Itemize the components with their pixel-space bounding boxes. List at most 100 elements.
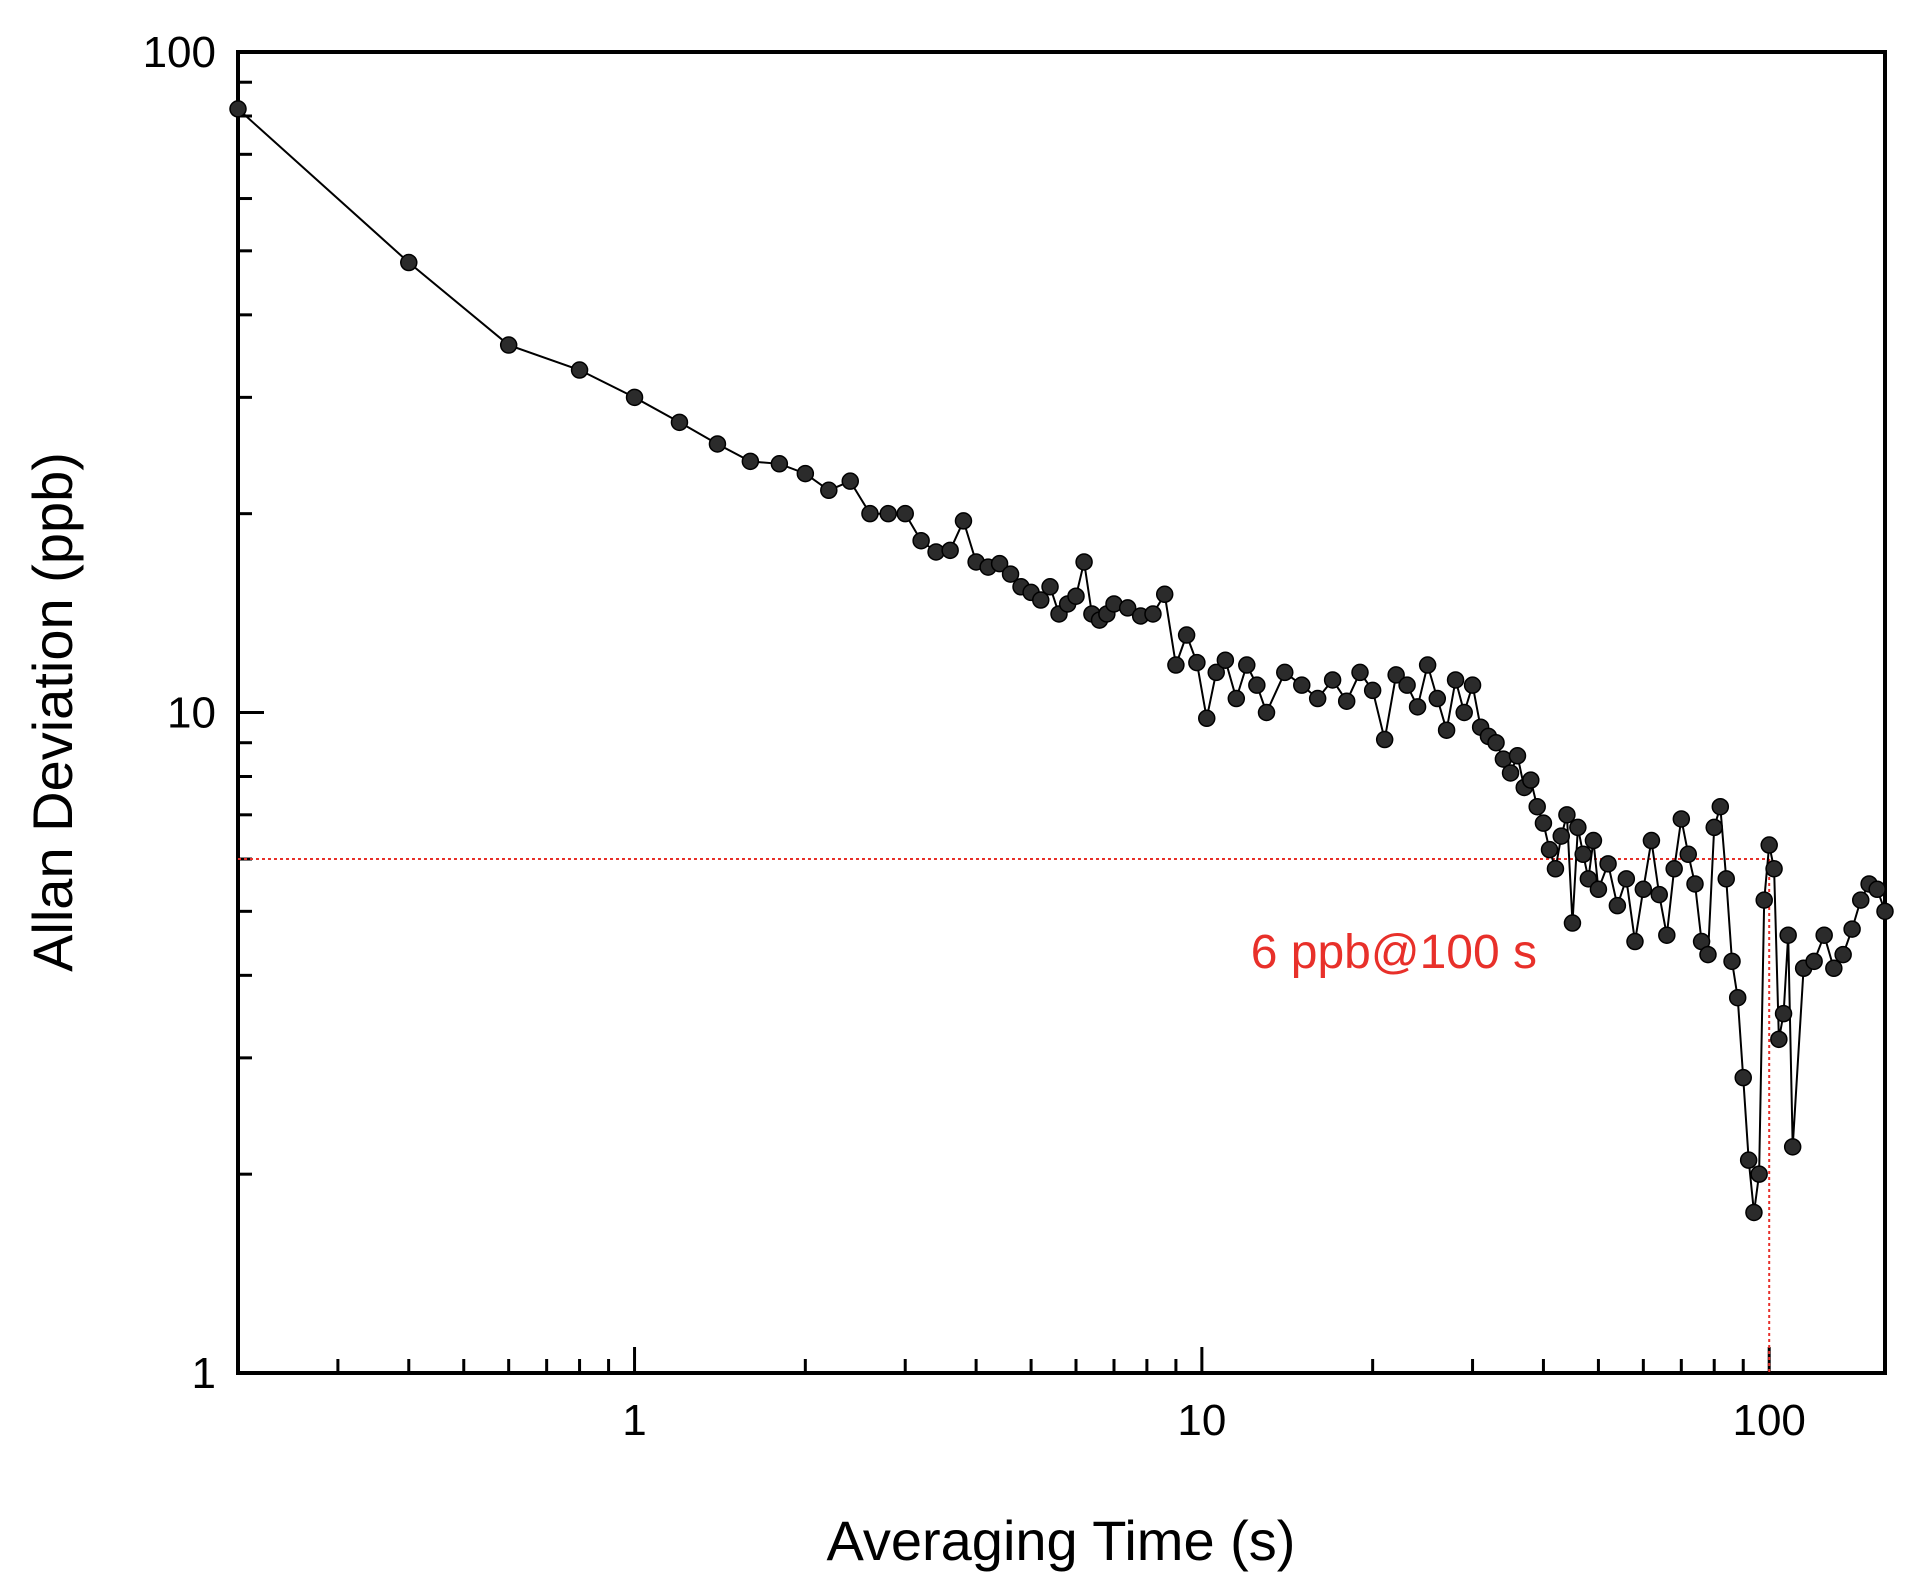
data-point <box>1579 870 1598 888</box>
y-axis-ticks: 1 10 100 <box>143 28 264 1398</box>
data-point <box>896 504 914 523</box>
data-point <box>1783 1138 1802 1156</box>
y-tick-label: 1 <box>192 1349 216 1398</box>
data-point <box>912 531 930 550</box>
data-point <box>1739 1151 1758 1169</box>
data-point <box>741 452 760 471</box>
data-point <box>1665 860 1683 878</box>
data-point <box>625 388 644 407</box>
data-point <box>1248 676 1266 694</box>
data-point <box>1238 656 1256 674</box>
data-point <box>1723 952 1741 971</box>
series-connecting-line <box>237 108 1886 1213</box>
data-point <box>1418 656 1437 674</box>
data-point <box>1805 952 1823 971</box>
plot-frame <box>236 50 1887 1375</box>
y-tick-label: 100 <box>143 28 216 77</box>
data-point <box>1642 831 1661 850</box>
data-point <box>670 413 689 432</box>
data-point <box>1216 651 1235 669</box>
data-point <box>1679 845 1698 864</box>
data-point <box>1293 676 1311 694</box>
data-point <box>1779 926 1797 944</box>
data-point <box>400 253 418 272</box>
data-point <box>1041 578 1059 596</box>
series-markers <box>229 100 1894 1222</box>
data-point <box>861 504 879 523</box>
data-point <box>1197 709 1216 728</box>
data-point <box>1672 810 1691 828</box>
data-point <box>1734 1068 1752 1087</box>
data-point <box>954 512 973 530</box>
data-point <box>1408 698 1427 716</box>
series-line <box>237 108 1886 1213</box>
data-point <box>499 336 518 354</box>
data-point <box>1589 880 1608 899</box>
data-point <box>770 455 789 473</box>
data-point <box>941 541 959 560</box>
data-point <box>1728 988 1747 1007</box>
data-point <box>1599 855 1617 873</box>
data-point <box>1608 896 1627 915</box>
data-point <box>1546 860 1565 878</box>
data-point <box>1118 599 1137 617</box>
data-point <box>570 361 589 379</box>
data-point <box>1843 920 1861 938</box>
data-point <box>1257 703 1276 722</box>
data-point <box>1825 959 1843 978</box>
data-point <box>1508 747 1527 765</box>
data-point <box>1650 885 1668 904</box>
data-point <box>1144 605 1162 623</box>
data-point <box>1501 764 1520 782</box>
data-point <box>1584 831 1603 850</box>
data-point <box>1455 703 1473 722</box>
data-point <box>841 472 859 490</box>
data-point <box>1750 1165 1768 1183</box>
data-point <box>1075 553 1093 571</box>
x-axis-ticks: 1 10 100 <box>236 1347 1806 1445</box>
data-point <box>1528 797 1546 816</box>
x-tick-label: 1 <box>622 1396 646 1445</box>
data-point <box>1574 845 1592 864</box>
data-point <box>1363 681 1382 700</box>
data-point <box>1851 891 1870 909</box>
data-point <box>1032 591 1050 609</box>
data-point <box>1323 671 1342 689</box>
data-point <box>1351 663 1369 682</box>
data-point <box>990 554 1009 573</box>
data-point <box>796 464 815 483</box>
data-point <box>1765 860 1783 878</box>
data-point <box>1834 945 1852 964</box>
data-point <box>1446 671 1465 689</box>
data-point <box>1774 1004 1793 1023</box>
data-point <box>1375 730 1394 749</box>
data-point <box>1705 818 1723 837</box>
data-point <box>1815 926 1833 944</box>
data-point <box>1711 797 1730 816</box>
data-point <box>1569 818 1587 837</box>
data-point <box>1167 656 1185 674</box>
data-point <box>1437 721 1456 739</box>
data-point <box>1308 689 1327 708</box>
data-point <box>1001 565 1020 583</box>
x-tick-label: 100 <box>1732 1396 1805 1445</box>
x-tick-label: 10 <box>1177 1396 1226 1445</box>
data-point <box>1387 666 1405 684</box>
data-point <box>1067 587 1085 605</box>
data-point <box>1617 870 1636 888</box>
data-point <box>1626 932 1644 951</box>
data-point <box>1658 926 1676 944</box>
y-axis-title: Allan Deviation (ppb) <box>21 452 84 972</box>
data-point <box>1540 840 1559 859</box>
data-point <box>1177 626 1196 644</box>
data-point <box>1634 880 1653 899</box>
data-point <box>820 481 838 500</box>
data-point <box>1428 689 1447 708</box>
data-point <box>1760 836 1778 854</box>
data-point <box>879 504 897 523</box>
data-point <box>1558 806 1576 824</box>
data-point <box>1188 653 1206 672</box>
data-point <box>1876 902 1894 921</box>
data-point <box>229 100 247 118</box>
